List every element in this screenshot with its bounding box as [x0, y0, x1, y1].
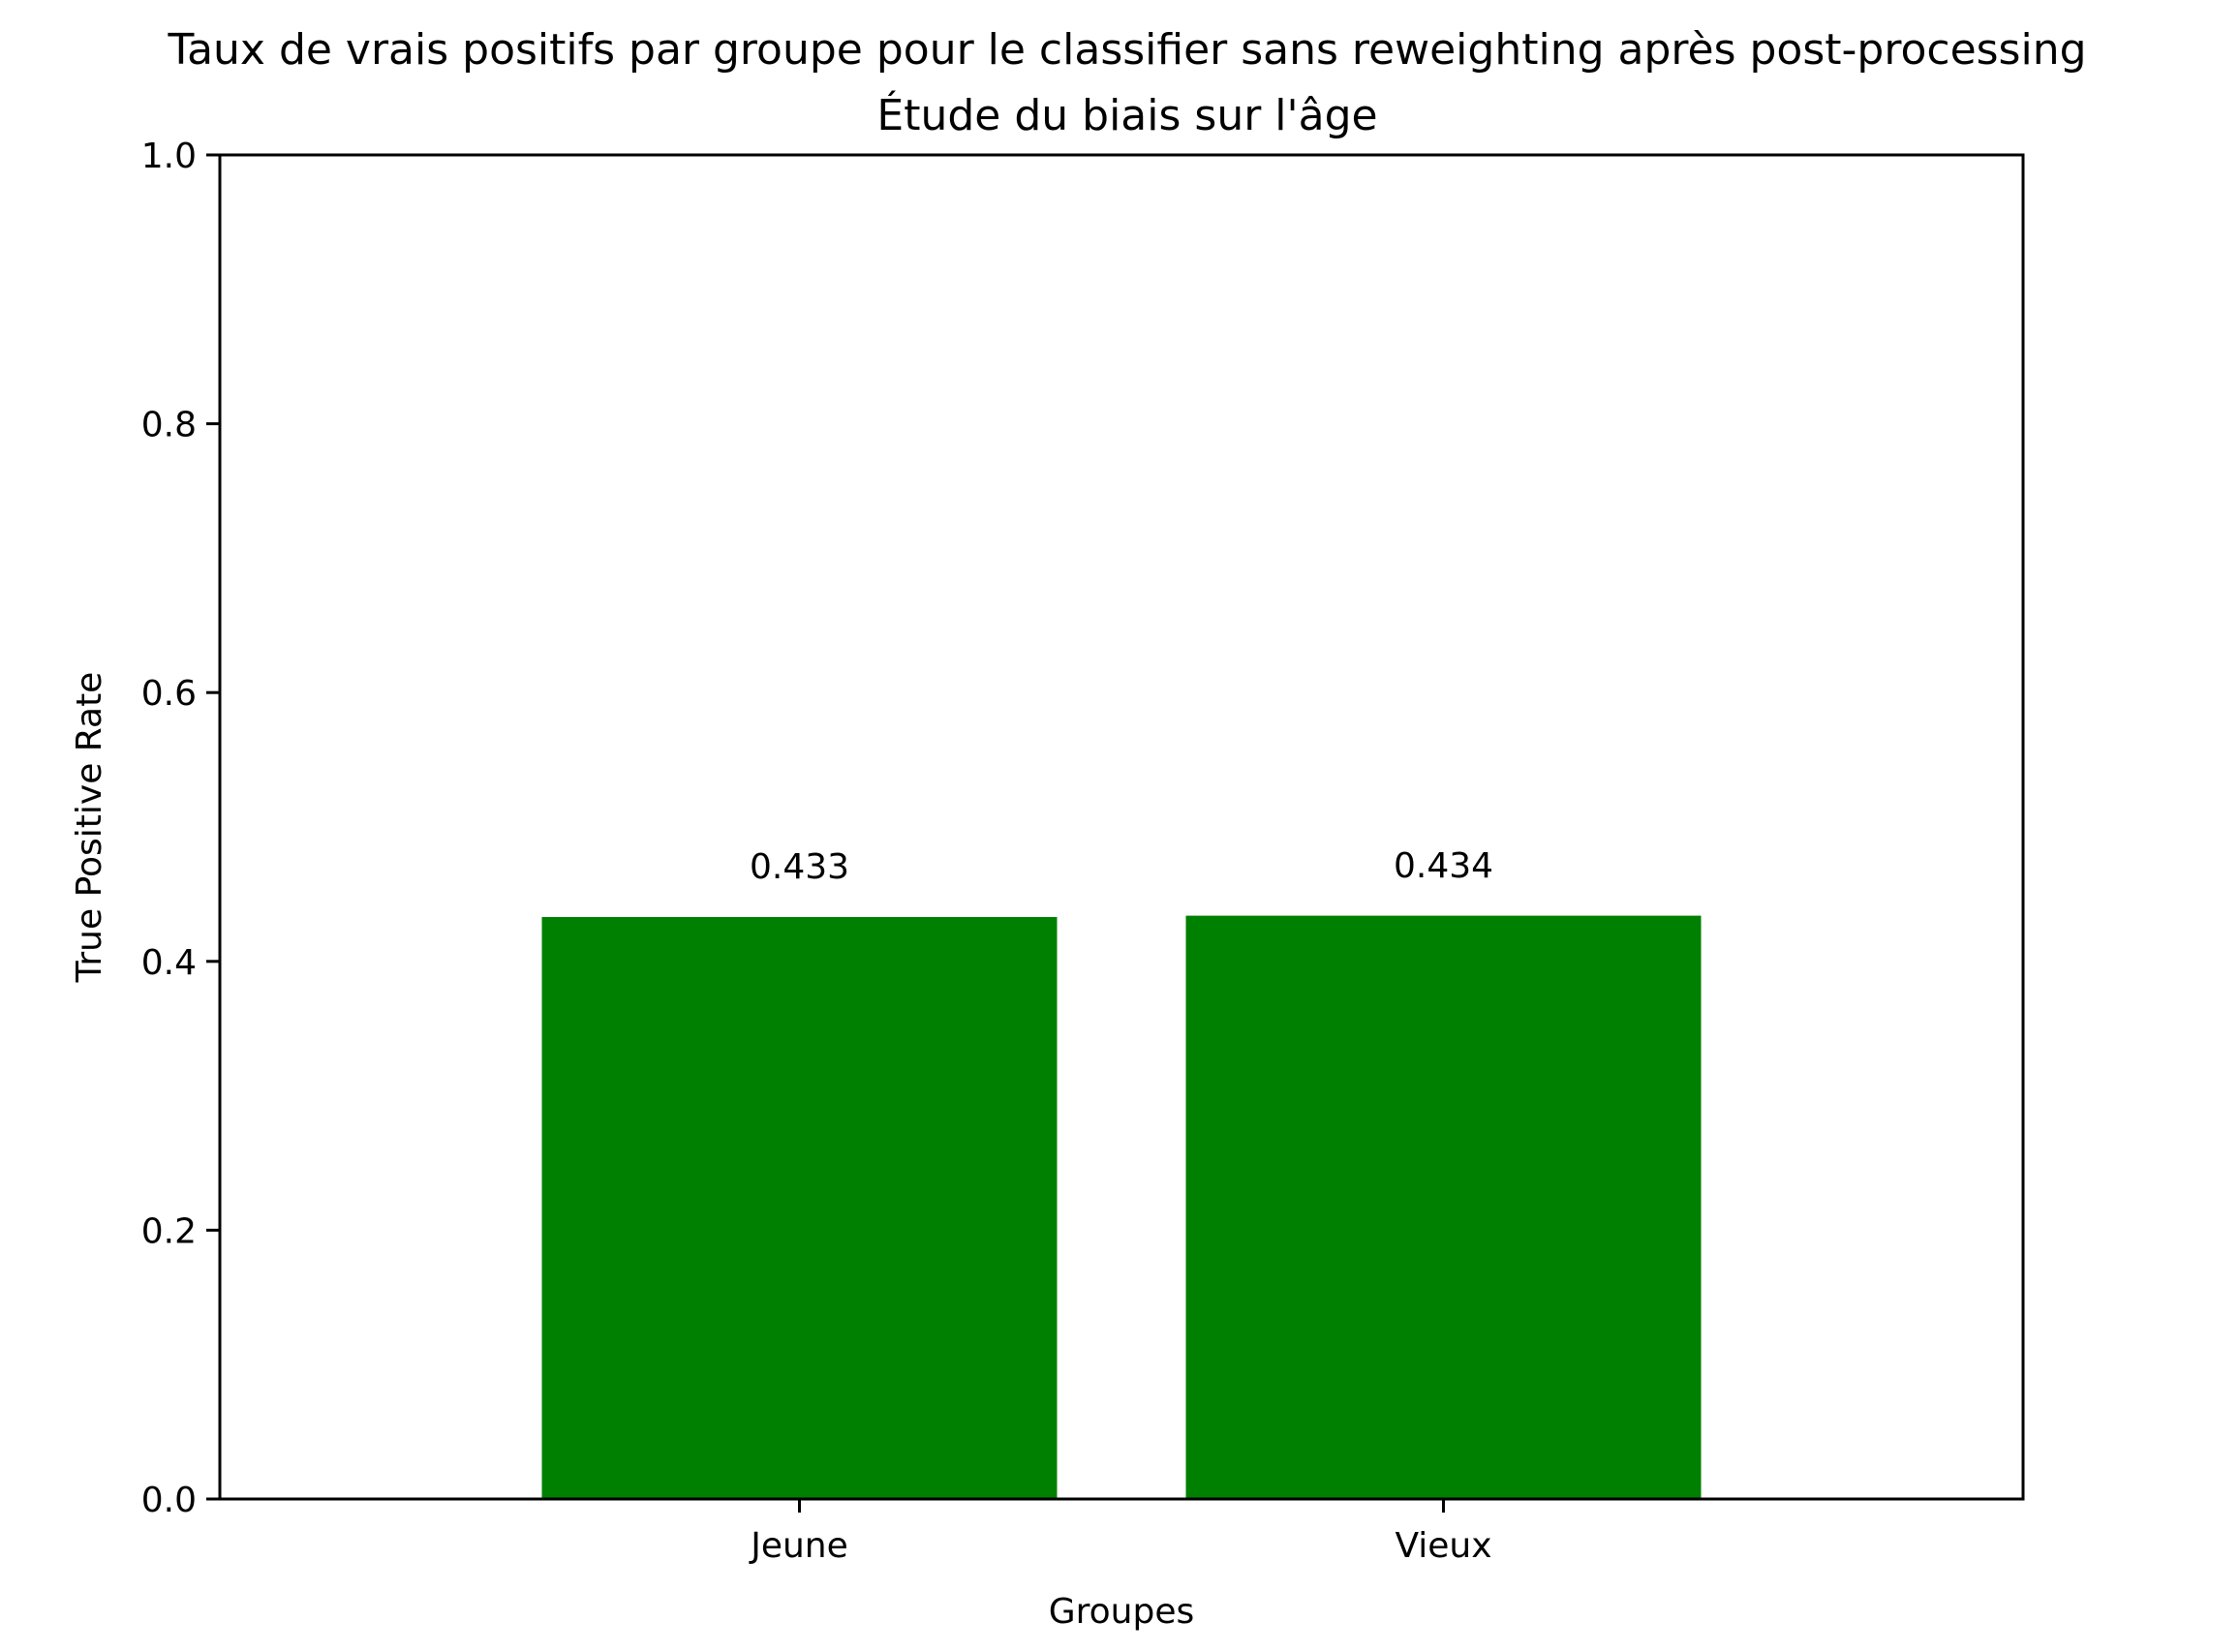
y-axis-label: True Positive Rate — [70, 672, 109, 984]
y-tick-label: 0.6 — [141, 674, 197, 714]
y-tick-label: 0.4 — [141, 943, 197, 983]
y-tick-label: 0.2 — [141, 1211, 197, 1251]
y-axis: 0.0 0.2 0.4 0.6 0.8 1.0 — [141, 137, 220, 1520]
x-tick-label-jeune: Jeune — [749, 1526, 848, 1566]
y-tick-label: 0.8 — [141, 406, 197, 445]
y-tick-label: 0.0 — [141, 1481, 197, 1520]
plot-frame — [218, 153, 2025, 1501]
chart-subtitle: Étude du biais sur l'âge — [876, 89, 1377, 140]
data-label-vieux: 0.434 — [1394, 846, 1493, 886]
x-tick-label-vieux: Vieux — [1395, 1526, 1491, 1566]
y-tick-label: 1.0 — [141, 137, 197, 176]
chart-title: Taux de vrais positifs par groupe pour l… — [167, 25, 2086, 75]
x-axis-label: Groupes — [1049, 1592, 1195, 1632]
bar-vieux — [1185, 915, 1702, 1499]
bar-jeune — [541, 916, 1058, 1499]
data-labels-group: 0.433 0.434 — [750, 846, 1493, 887]
bars-group — [541, 915, 1702, 1499]
x-axis: Jeune Vieux — [749, 1499, 1492, 1566]
data-label-jeune: 0.433 — [750, 847, 849, 887]
